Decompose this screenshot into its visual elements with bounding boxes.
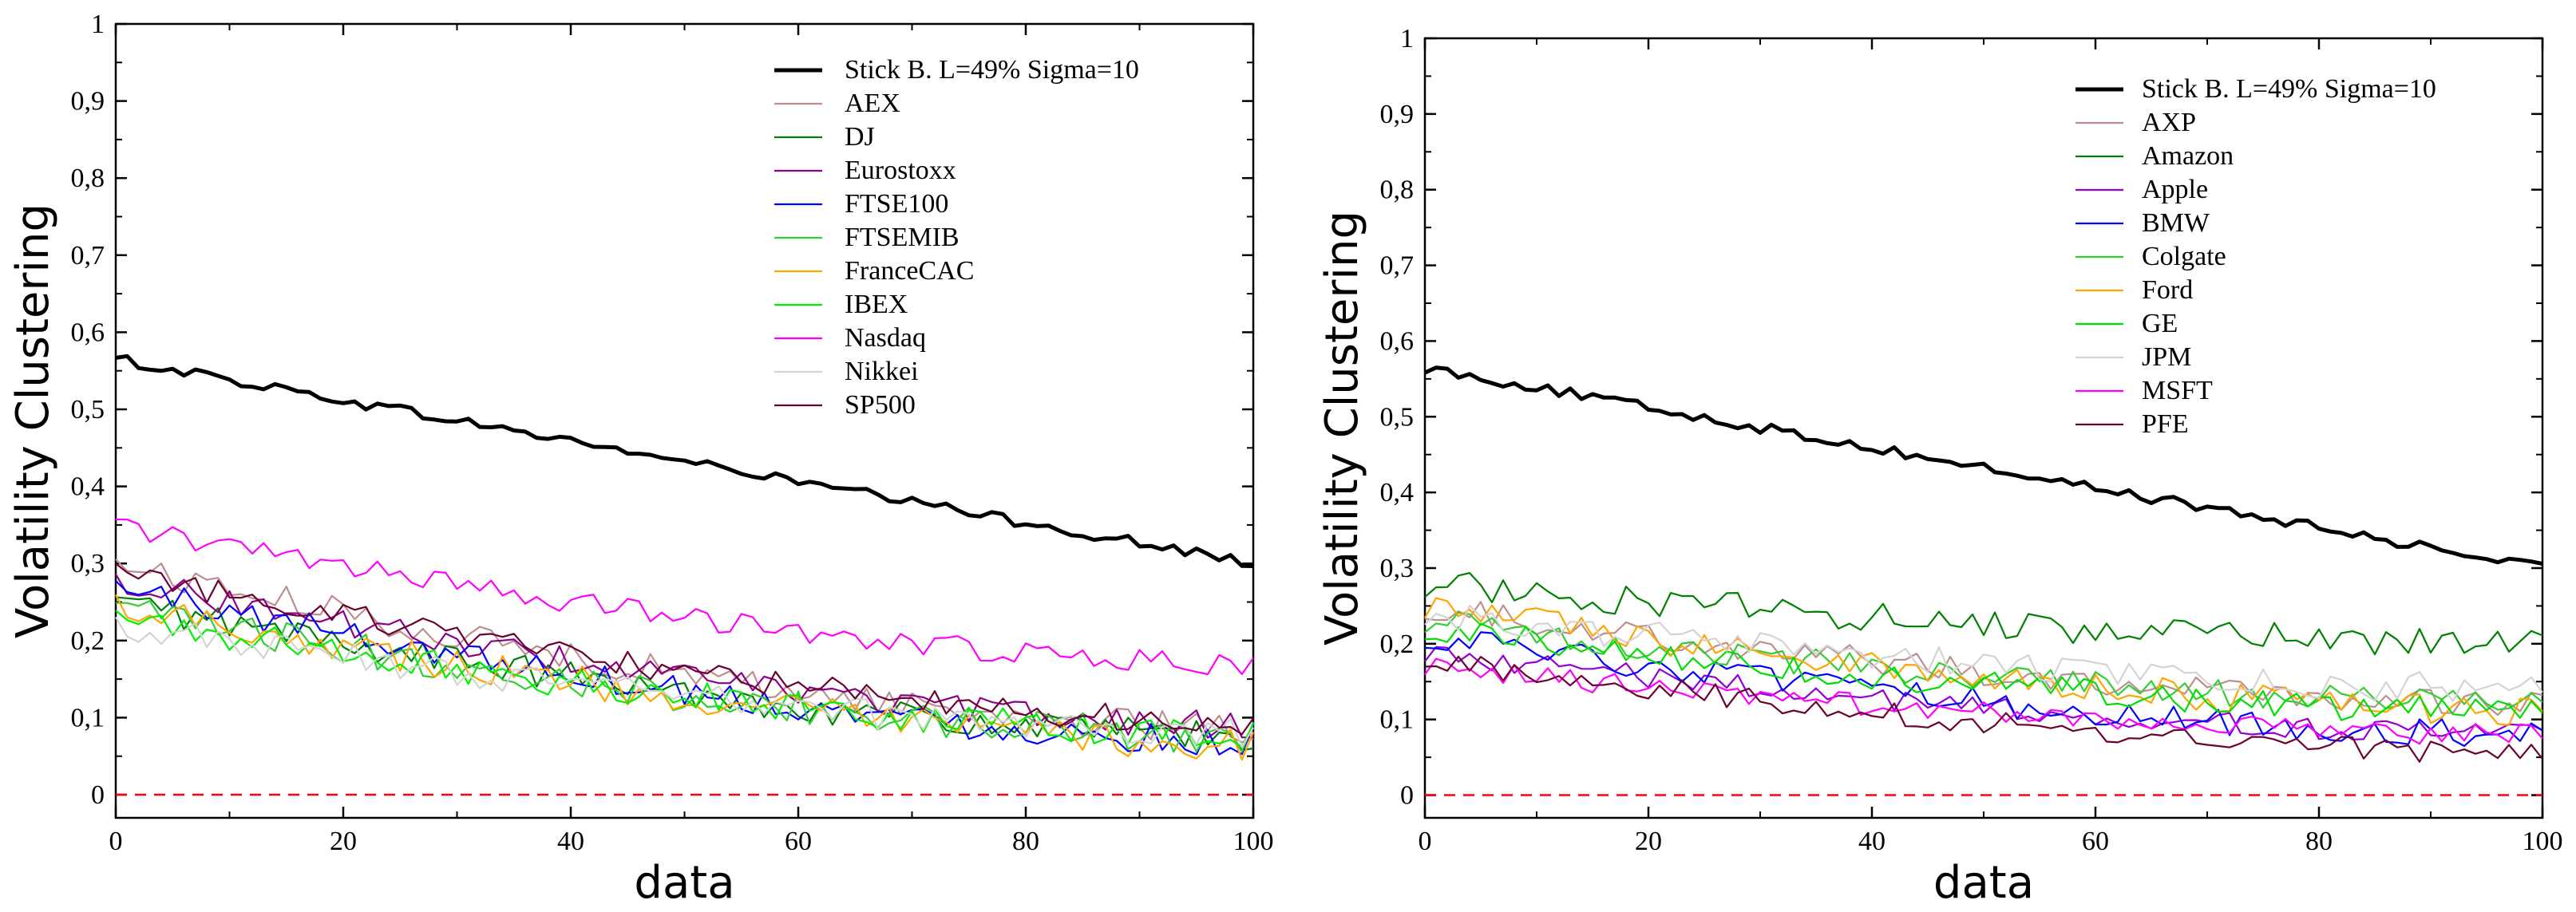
x-tick-label: 40 bbox=[557, 827, 584, 856]
series-line-nasdaq bbox=[115, 518, 1254, 676]
chart-left: 0 0,1 0,2 0,3 0,4 0,5 0,6 0,7 0,8 0,9 1 0 20 40 60 80 10… bbox=[7, 10, 1274, 909]
legend-label: PFE bbox=[2142, 409, 2189, 439]
legend-label: FTSE100 bbox=[845, 189, 948, 219]
x-tick-label: 60 bbox=[785, 827, 812, 856]
series-line-dj bbox=[115, 596, 1254, 752]
y-tick-label: 1 bbox=[91, 10, 105, 39]
legend-label: FranceCAC bbox=[845, 256, 974, 286]
series-line-msft bbox=[1424, 657, 2543, 745]
y-tick-label: 0,8 bbox=[71, 164, 105, 193]
legend-label: Nikkei bbox=[845, 357, 919, 386]
series-line-ford bbox=[1424, 597, 2543, 727]
series-line-colgate bbox=[1424, 611, 2543, 711]
legend-label: Stick B. L=49% Sigma=10 bbox=[845, 55, 1139, 85]
y-tick-label: 0,2 bbox=[1380, 630, 1415, 659]
series-line-ge bbox=[1424, 622, 2543, 721]
legend-label: IBEX bbox=[845, 290, 908, 319]
series-line-stick-b-l-49-sigma-10 bbox=[1423, 365, 2543, 567]
x-tick-label: 100 bbox=[2523, 827, 2563, 856]
series-line-bmw bbox=[1424, 631, 2543, 748]
series-line-nikkei bbox=[115, 617, 1254, 748]
x-tick-label: 100 bbox=[1233, 827, 1274, 856]
series-line-sp500 bbox=[115, 563, 1254, 736]
y-tick-label: 0,7 bbox=[1380, 251, 1415, 281]
x-tick-label: 0 bbox=[109, 827, 123, 856]
y-tick-label: 0 bbox=[91, 780, 105, 810]
legend-label: Amazon bbox=[2142, 141, 2234, 171]
legend-label: AXP bbox=[2142, 108, 2196, 137]
legend-label: AEX bbox=[845, 89, 900, 118]
series-line-stick-b-l-49-sigma-10 bbox=[115, 353, 1254, 568]
y-tick-label: 0,3 bbox=[1380, 554, 1415, 583]
y-tick-label: 0,3 bbox=[71, 549, 105, 578]
series-line-ftse100 bbox=[115, 580, 1255, 756]
x-tick-label: 20 bbox=[1635, 827, 1662, 856]
legend-label: BMW bbox=[2142, 208, 2210, 238]
x-tick-label: 80 bbox=[1012, 827, 1039, 856]
x-tick-label: 0 bbox=[1419, 827, 1432, 856]
chart-right: 0 0,1 0,2 0,3 0,4 0,5 0,6 0,7 0,8 0,9 1 0 20 40 60 80 10… bbox=[1316, 24, 2563, 909]
legend-label: JPM bbox=[2142, 342, 2191, 372]
legend-label: Ford bbox=[2142, 275, 2193, 305]
y-tick-label: 0,4 bbox=[1380, 478, 1415, 507]
y-tick-label: 0 bbox=[1400, 781, 1414, 811]
x-axis-title: data bbox=[634, 857, 734, 909]
y-axis-title: Volatility Clustering bbox=[1316, 211, 1368, 646]
y-tick-label: 0,5 bbox=[71, 395, 105, 424]
x-tick-label: 40 bbox=[1858, 827, 1886, 856]
y-tick-label: 0,6 bbox=[71, 318, 105, 347]
y-tick-label: 0,8 bbox=[1380, 176, 1415, 205]
series-line-ftsemib bbox=[116, 599, 1255, 753]
y-tick-label: 0,1 bbox=[71, 703, 105, 732]
legend-label: GE bbox=[2142, 309, 2178, 338]
y-tick-label: 0,2 bbox=[71, 626, 105, 656]
series-line-pfe bbox=[1424, 655, 2543, 763]
legend-label: SP500 bbox=[845, 390, 916, 420]
y-tick-label: 0,7 bbox=[71, 241, 105, 270]
y-tick-label: 0,4 bbox=[71, 472, 105, 502]
legend-label: Apple bbox=[2142, 175, 2208, 204]
y-tick-label: 1 bbox=[1400, 24, 1414, 53]
y-tick-label: 0,5 bbox=[1380, 402, 1415, 432]
series-line-ibex bbox=[115, 610, 1254, 748]
x-tick-label: 80 bbox=[2305, 827, 2333, 856]
series-line-amazon bbox=[1424, 571, 2543, 656]
legend-label: Colgate bbox=[2142, 242, 2226, 271]
legend-label: Nasdaq bbox=[845, 323, 926, 353]
x-axis-title: data bbox=[1933, 857, 2034, 909]
y-tick-label: 0,9 bbox=[1380, 100, 1415, 129]
legend-label: FTSEMIB bbox=[845, 223, 960, 252]
series-line-axp bbox=[1424, 601, 2543, 717]
y-tick-label: 0,1 bbox=[1380, 705, 1415, 735]
y-tick-label: 0,6 bbox=[1380, 326, 1415, 356]
series-line-jpm bbox=[1424, 604, 2543, 702]
legend-label: MSFT bbox=[2142, 376, 2213, 405]
y-axis-title: Volatility Clustering bbox=[7, 203, 59, 638]
legend-label: DJ bbox=[845, 122, 875, 152]
y-tick-label: 0,9 bbox=[71, 87, 105, 116]
legend-label: Eurostoxx bbox=[845, 156, 956, 185]
legend-label: Stick B. L=49% Sigma=10 bbox=[2142, 74, 2436, 104]
x-tick-label: 20 bbox=[330, 827, 357, 856]
x-tick-label: 60 bbox=[2082, 827, 2109, 856]
